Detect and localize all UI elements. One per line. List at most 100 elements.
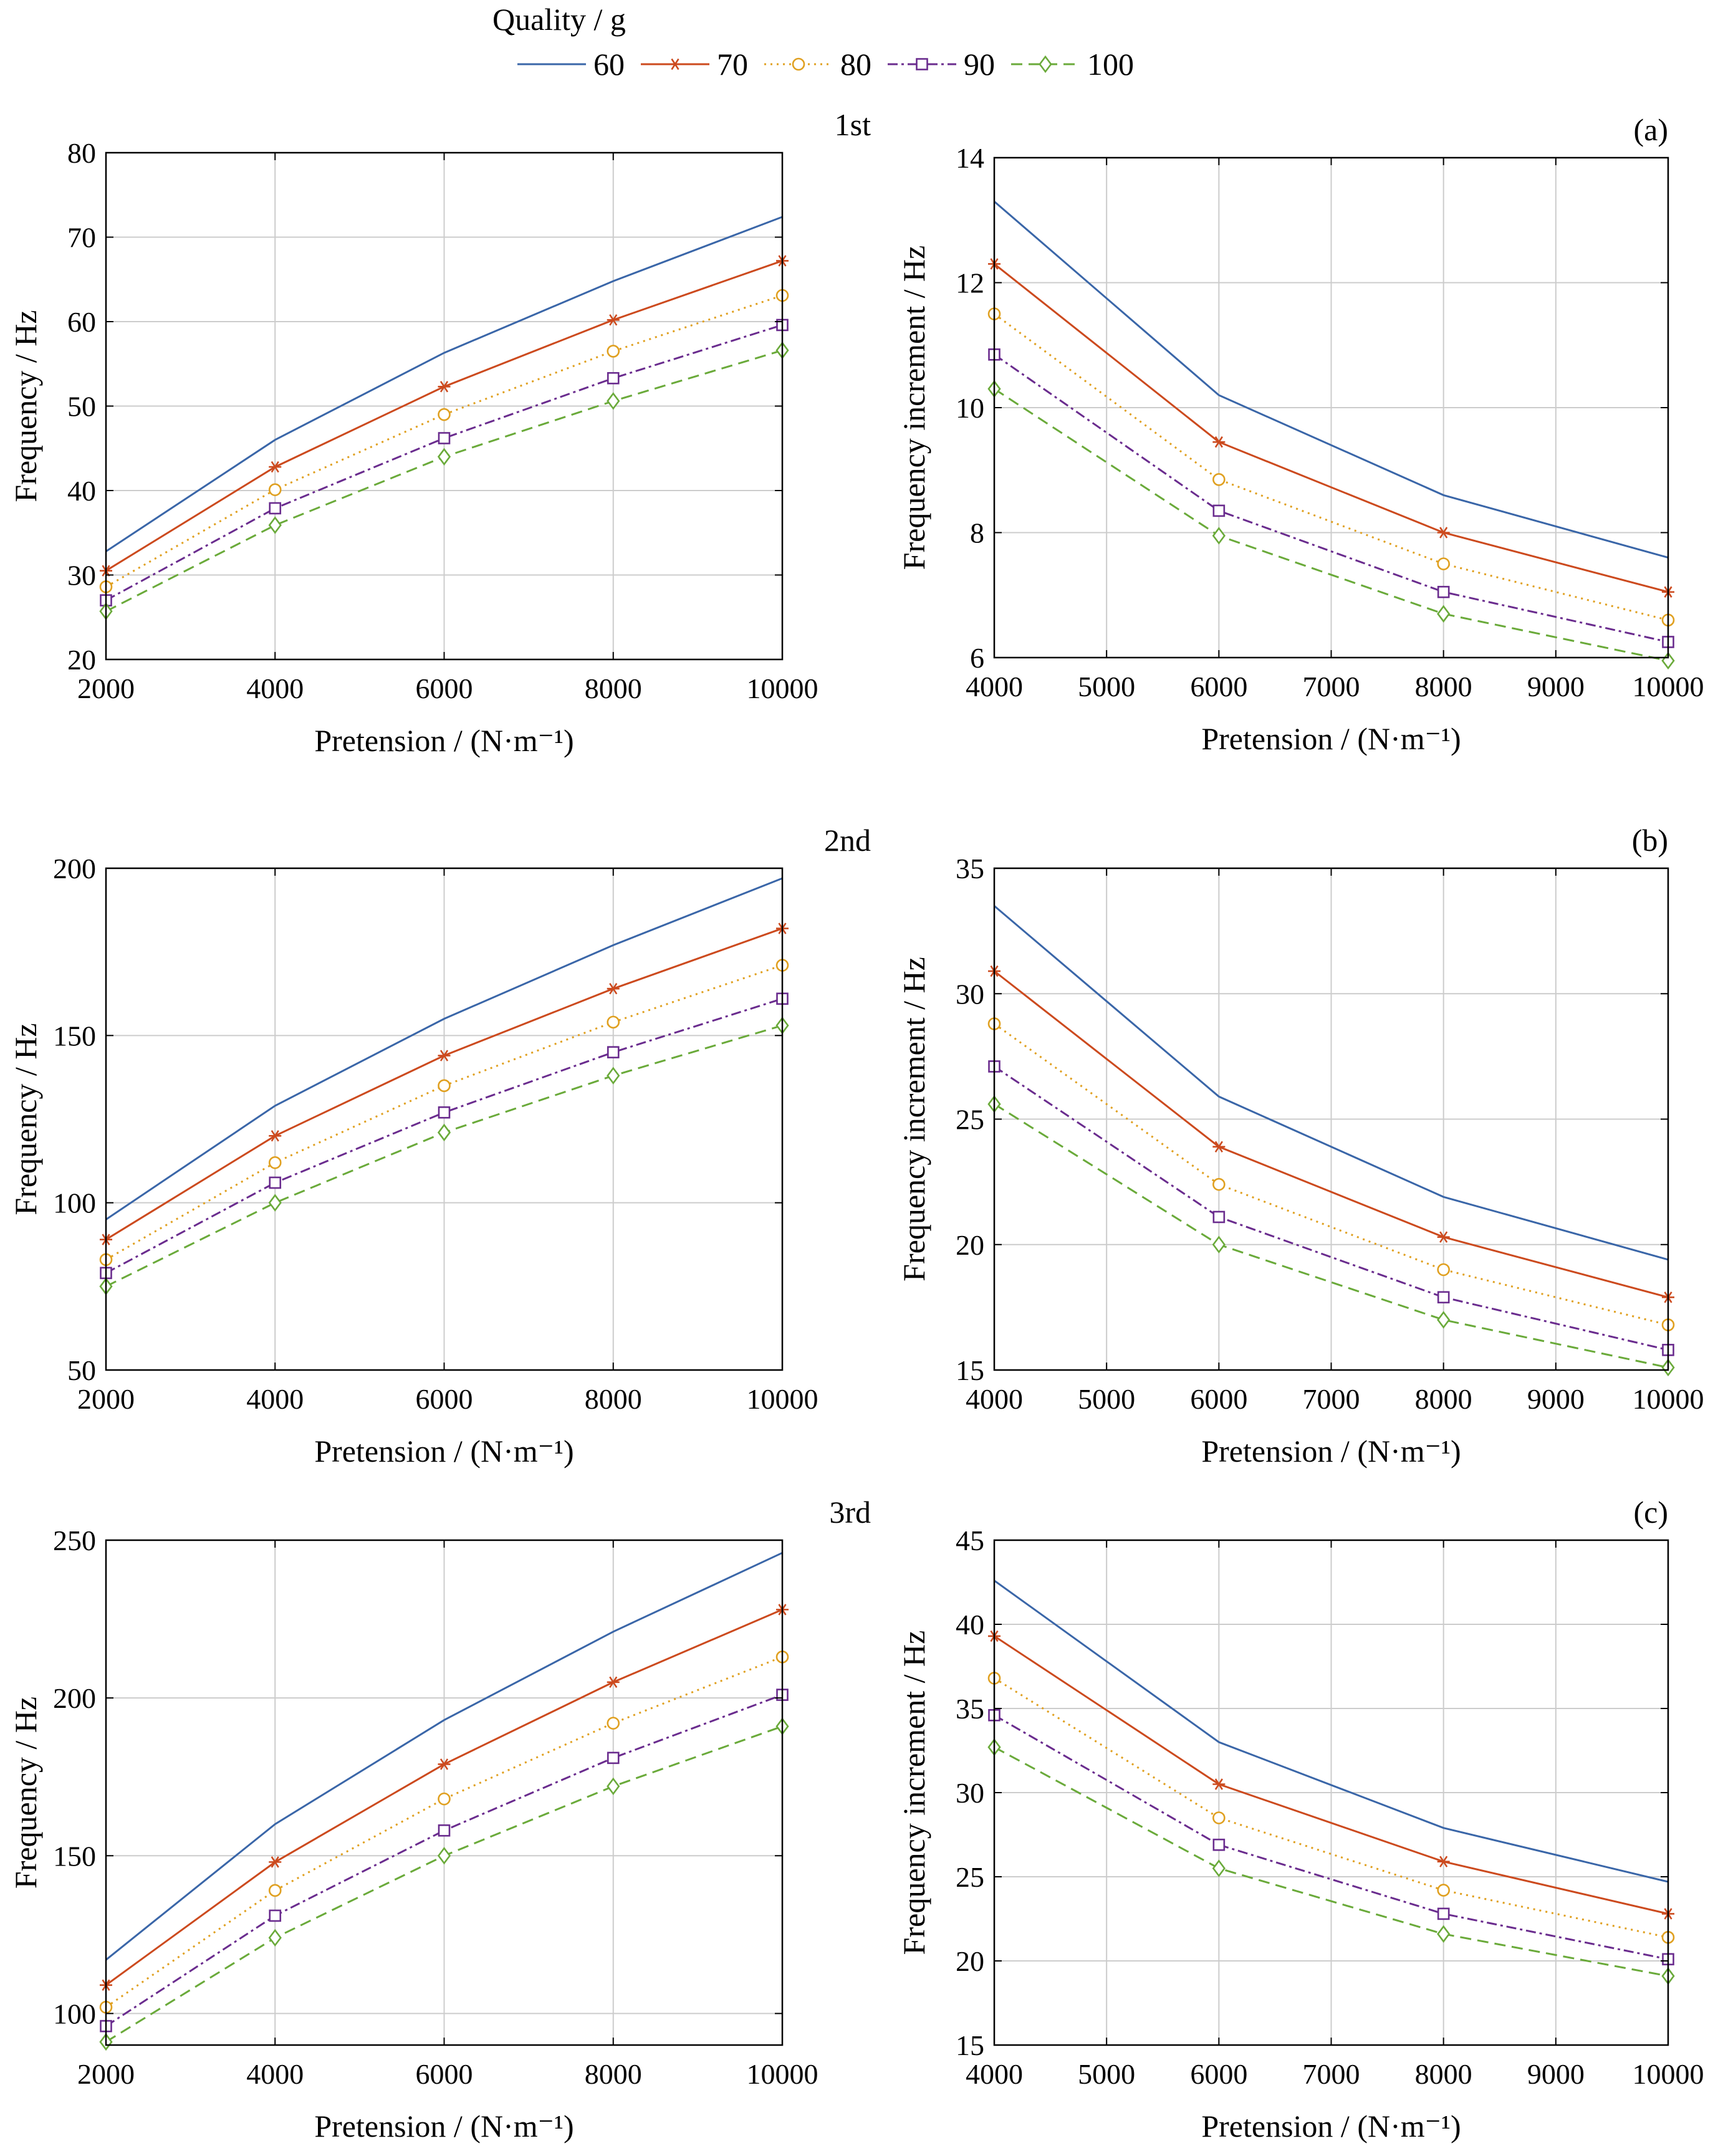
series-line bbox=[994, 1635, 1669, 1915]
series-70 bbox=[988, 965, 1674, 1303]
y-tick-label: 12 bbox=[956, 267, 984, 299]
chart-panel-1: 2000 4000 6000 8000 10000 20 30 40 50 60 70 80 Prete… bbox=[8, 107, 871, 758]
legend-entry-70: 70 bbox=[641, 47, 748, 82]
x-tick-label: 9000 bbox=[1527, 2058, 1585, 2090]
y-tick-label: 30 bbox=[67, 560, 96, 592]
panel-order-label: 3rd bbox=[829, 1495, 871, 1530]
series-line bbox=[994, 388, 1669, 662]
data-point bbox=[437, 1123, 451, 1142]
x-tick-label: 7000 bbox=[1303, 1383, 1360, 1415]
y-tick-label: 20 bbox=[956, 1229, 984, 1261]
series-80 bbox=[99, 1651, 789, 2014]
x-tick-label: 6000 bbox=[1190, 671, 1247, 702]
series-line bbox=[994, 1023, 1669, 1326]
series-line bbox=[994, 1579, 1669, 1883]
legend-marker bbox=[669, 58, 681, 70]
legend: Quality / g 60 70 80 90 100 bbox=[492, 2, 1134, 82]
marker-stroke bbox=[271, 1856, 279, 1868]
series-line bbox=[105, 216, 783, 552]
y-tick-label: 20 bbox=[956, 1945, 984, 1977]
marker-stroke bbox=[671, 58, 679, 70]
legend-entry-100: 100 bbox=[1011, 47, 1134, 82]
data-point bbox=[607, 1066, 620, 1085]
marker-stroke bbox=[1214, 1778, 1223, 1790]
legend-label: 100 bbox=[1087, 47, 1134, 82]
y-tick-label: 70 bbox=[67, 222, 96, 254]
y-tick-label: 60 bbox=[67, 306, 96, 338]
x-tick-label: 10000 bbox=[1633, 1383, 1704, 1415]
data-point bbox=[269, 1856, 282, 1868]
legend-marker bbox=[792, 57, 805, 71]
marker-stroke bbox=[439, 1758, 449, 1770]
y-tick-label: 8 bbox=[970, 517, 984, 549]
legend-entry-60: 60 bbox=[517, 47, 625, 82]
series-100 bbox=[987, 380, 1675, 670]
x-tick-label: 6000 bbox=[416, 673, 473, 704]
data-point bbox=[438, 1758, 451, 1770]
series-line bbox=[994, 353, 1669, 643]
x-axis-label: Pretension / (N·m⁻¹) bbox=[1201, 721, 1461, 756]
marker-stroke bbox=[609, 1676, 618, 1689]
y-tick-label: 25 bbox=[956, 1104, 984, 1136]
marker-stroke bbox=[271, 1130, 279, 1142]
marker-stroke bbox=[609, 314, 618, 326]
x-tick-label: 8000 bbox=[1415, 1383, 1472, 1415]
x-axis-label: Pretension / (N·m⁻¹) bbox=[314, 1434, 573, 1468]
data-point bbox=[1212, 1838, 1226, 1851]
data-point bbox=[607, 1676, 620, 1689]
data-point bbox=[268, 483, 282, 496]
data-point bbox=[269, 1130, 282, 1142]
x-tick-label: 9000 bbox=[1527, 671, 1585, 702]
data-point bbox=[438, 408, 451, 421]
y-tick-label: 15 bbox=[956, 2029, 984, 2061]
y-tick-label: 30 bbox=[956, 1777, 984, 1809]
chart-panel-6: 4000 5000 6000 7000 8000 9000 10000 15 20 25 30 35 4… bbox=[896, 1495, 1704, 2144]
y-tick-label: 50 bbox=[67, 1354, 96, 1386]
series-line bbox=[994, 1746, 1669, 1977]
y-tick-label: 100 bbox=[53, 1998, 96, 2029]
legend-label: 60 bbox=[593, 47, 625, 82]
legend-label: 90 bbox=[964, 47, 995, 82]
marker-stroke bbox=[439, 1050, 449, 1061]
marker-stroke bbox=[1439, 1231, 1448, 1243]
data-point bbox=[268, 1156, 282, 1169]
x-tick-label: 4000 bbox=[246, 2058, 304, 2090]
data-point bbox=[1212, 1778, 1226, 1790]
series-100 bbox=[99, 341, 789, 620]
data-point bbox=[1437, 1231, 1450, 1243]
series-80 bbox=[987, 1672, 1675, 1944]
series-line bbox=[994, 905, 1669, 1261]
data-point bbox=[269, 461, 282, 473]
series-line bbox=[994, 201, 1669, 559]
data-point bbox=[438, 1079, 451, 1093]
series-90 bbox=[100, 1689, 789, 2033]
y-axis-label: Frequency / Hz bbox=[8, 1697, 43, 1889]
data-point bbox=[1212, 504, 1226, 517]
y-tick-label: 150 bbox=[53, 1020, 96, 1052]
data-point bbox=[607, 392, 620, 410]
marker-stroke bbox=[609, 982, 618, 995]
y-tick-label: 35 bbox=[956, 1693, 984, 1725]
x-tick-label: 10000 bbox=[1633, 2058, 1704, 2090]
series-100 bbox=[99, 1017, 789, 1295]
chart-panel-4: 4000 5000 6000 7000 8000 9000 10000 15 20 25 30 35 P… bbox=[896, 823, 1704, 1468]
x-tick-label: 6000 bbox=[416, 2058, 473, 2090]
y-tick-label: 200 bbox=[53, 1682, 96, 1714]
y-tick-label: 45 bbox=[956, 1525, 984, 1556]
y-tick-label: 80 bbox=[67, 137, 96, 169]
data-point bbox=[607, 1717, 620, 1730]
x-tick-label: 5000 bbox=[1078, 1383, 1135, 1415]
marker-stroke bbox=[1214, 436, 1223, 448]
x-tick-label: 7000 bbox=[1303, 2058, 1360, 2090]
x-tick-label: 5000 bbox=[1078, 671, 1135, 702]
data-point bbox=[1437, 585, 1450, 598]
data-point bbox=[607, 371, 620, 385]
legend-entry-90: 90 bbox=[888, 47, 995, 82]
y-tick-label: 200 bbox=[53, 853, 96, 884]
series-60 bbox=[994, 1579, 1669, 1883]
data-point bbox=[1212, 1210, 1226, 1224]
y-tick-label: 150 bbox=[53, 1840, 96, 1872]
data-point bbox=[268, 1884, 282, 1897]
y-tick-label: 40 bbox=[67, 475, 96, 507]
